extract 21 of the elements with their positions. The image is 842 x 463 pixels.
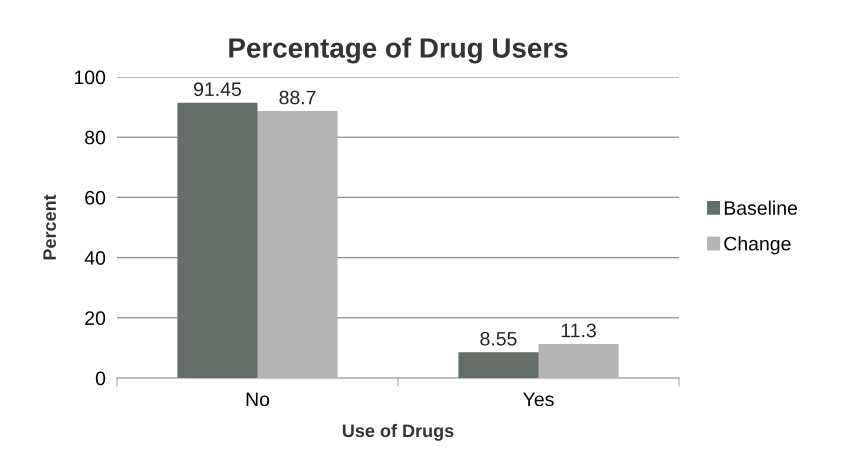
y-tick-label: 60 xyxy=(85,190,106,205)
y-axis-title: Percent xyxy=(43,194,56,260)
bar xyxy=(538,344,619,378)
legend-label: Baseline xyxy=(724,200,798,215)
x-tick-label: Yes xyxy=(523,392,554,406)
x-tick-label: No xyxy=(246,392,270,406)
bar xyxy=(458,352,538,378)
bar xyxy=(258,111,338,378)
y-tick-label: 40 xyxy=(84,251,106,265)
y-tick-label: 20 xyxy=(85,311,106,326)
data-label: 8.55 xyxy=(480,332,517,346)
bar xyxy=(177,102,258,378)
x-axis-title: Use of Drugs xyxy=(342,424,454,441)
data-label: 11.3 xyxy=(562,324,596,338)
y-tick-label: 100 xyxy=(74,70,106,84)
data-label: 88.7 xyxy=(279,90,316,104)
y-tick-label: 80 xyxy=(85,130,106,144)
chart-title: Percentage of Drug Users xyxy=(229,37,568,64)
legend-label: Change xyxy=(724,236,791,254)
y-tick-label: 0 xyxy=(96,371,106,386)
data-label: 91.45 xyxy=(194,82,241,96)
